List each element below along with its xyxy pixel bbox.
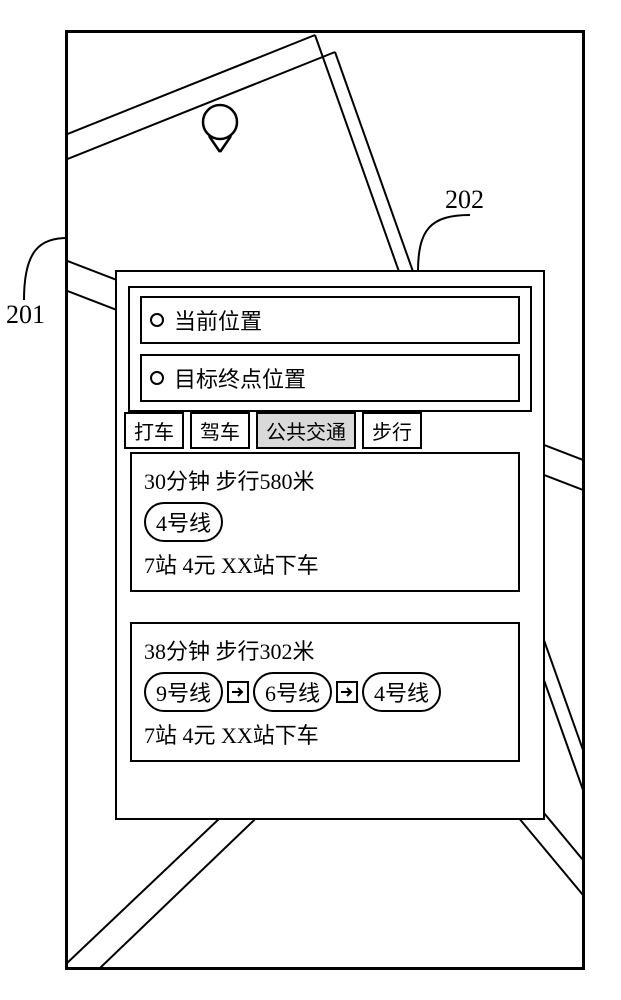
figure-canvas: 当前位置 目标终点位置 打车 驾车 公共交通 步行 30分钟 步行580米 4号… (0, 0, 621, 1000)
callout-label-202: 202 (445, 185, 484, 215)
leader-right (0, 0, 621, 1000)
